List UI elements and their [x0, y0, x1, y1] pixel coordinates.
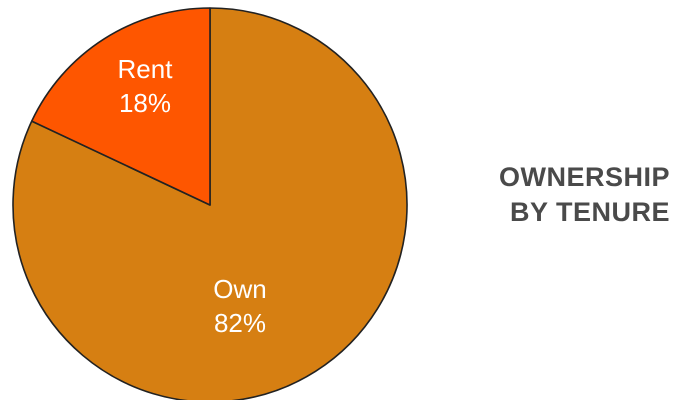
pie-slice-rent — [30, 7, 211, 206]
slice-label-own: Own — [213, 274, 266, 304]
chart-title-line-1: OWNERSHIP — [498, 162, 670, 192]
slice-value-own: 82% — [214, 308, 266, 338]
slice-value-rent: 18% — [119, 88, 171, 118]
pie-slice-own — [12, 7, 408, 400]
chart-title-line-2: BY TENURE — [509, 197, 670, 227]
chart-title: OWNERSHIP BY TENURE — [415, 160, 670, 230]
slice-label-rent: Rent — [118, 54, 174, 84]
